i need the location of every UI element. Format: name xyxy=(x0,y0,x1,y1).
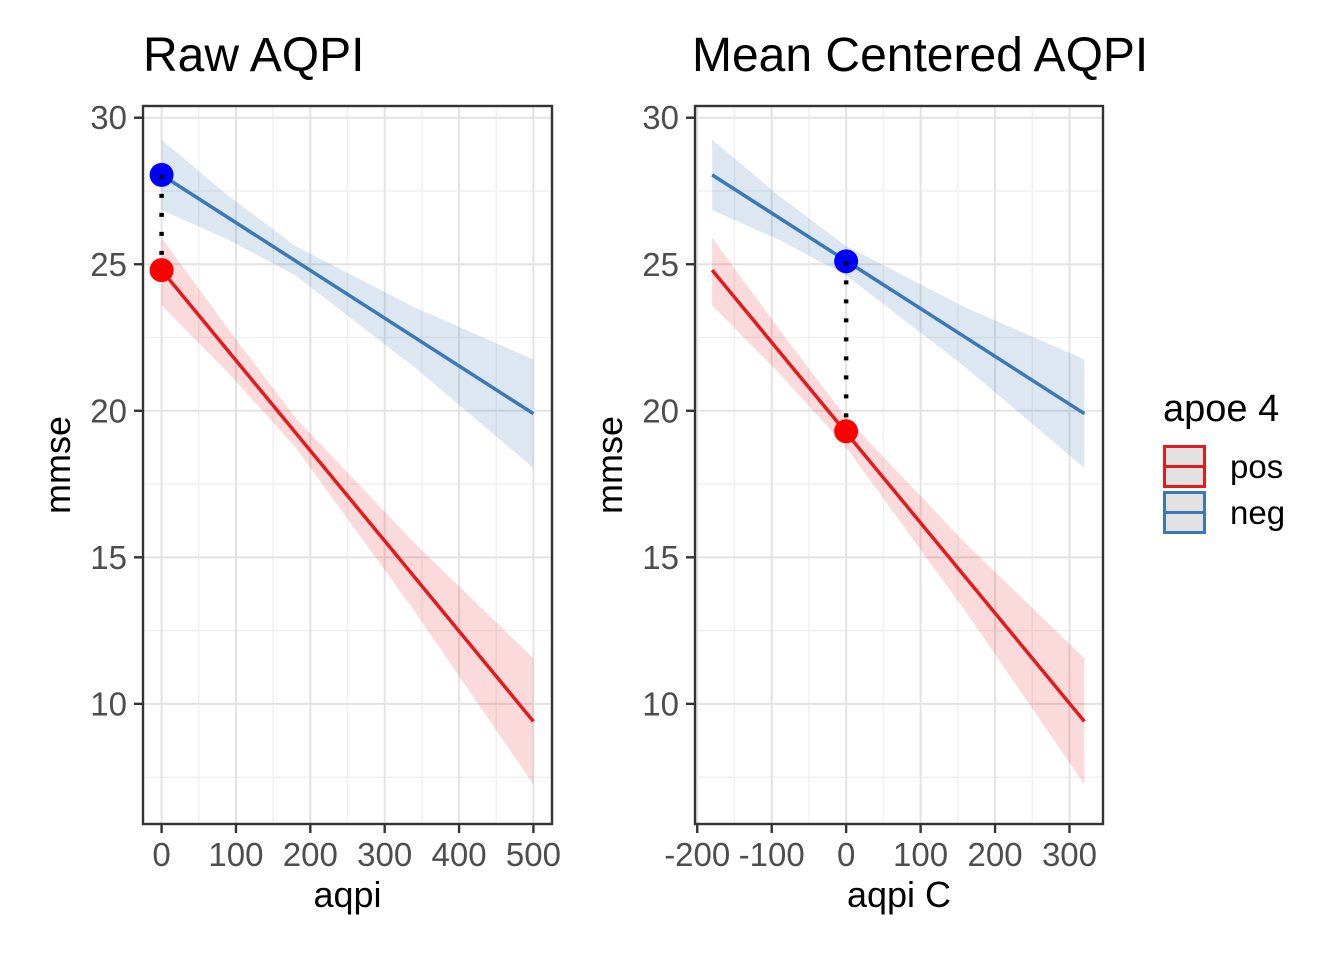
legend-title: apoe 4 xyxy=(1163,388,1280,430)
y-tick-label: 10 xyxy=(642,685,679,722)
gridlines-minor xyxy=(143,106,552,824)
x-tick-label: 100 xyxy=(893,836,948,873)
gridlines-major xyxy=(695,106,1103,824)
regression-line-neg xyxy=(160,173,535,416)
x-axis-title-right: aqpi C xyxy=(846,874,952,915)
legend-key-line xyxy=(1166,465,1203,468)
y-tick-label: 25 xyxy=(642,246,679,283)
x-tick-label: 400 xyxy=(432,836,487,873)
axis-ticks-and-labels: -200 -100 0 100 200 300 30 25 20 15 10 xyxy=(642,99,1097,873)
legend-label: pos xyxy=(1230,448,1284,485)
legend-key-line xyxy=(1166,511,1203,514)
x-axis-title-left: aqpi xyxy=(313,874,382,915)
x-tick-label: 300 xyxy=(357,836,412,873)
y-tick-label: 15 xyxy=(90,539,127,576)
axis-ticks-and-labels: 0 100 200 300 400 500 30 25 20 15 10 xyxy=(90,99,561,873)
y-tick-label: 20 xyxy=(90,392,127,429)
mean-point-pos xyxy=(834,419,859,444)
y-tick-label: 10 xyxy=(90,685,127,722)
legend-key-pos: pos xyxy=(1163,445,1285,488)
legend: apoe 4 pos neg xyxy=(1163,388,1285,537)
panel-border xyxy=(693,104,1105,826)
y-axis-title-left: mmse xyxy=(37,416,78,514)
legend-key-swatch xyxy=(1163,445,1206,488)
ci-ribbon-neg xyxy=(161,139,534,468)
regression-line-pos xyxy=(160,269,535,723)
legend-key-swatch xyxy=(1163,491,1206,534)
x-tick-label: -200 xyxy=(664,836,730,873)
x-tick-label: 0 xyxy=(837,836,855,873)
legend-keys: pos neg xyxy=(1163,445,1285,534)
y-tick-label: 15 xyxy=(642,539,679,576)
y-axis-title-right: mmse xyxy=(589,416,630,514)
plot-title-mean-centered-aqpi: Mean Centered AQPI xyxy=(692,29,1149,82)
y-tick-label: 30 xyxy=(90,99,127,136)
regression-line-pos xyxy=(710,269,1086,723)
x-tick-label: -100 xyxy=(739,836,805,873)
y-tick-label: 20 xyxy=(642,392,679,429)
ci-ribbon-pos xyxy=(161,237,534,785)
x-tick-label: 300 xyxy=(1042,836,1097,873)
ci-ribbon-pos xyxy=(712,237,1085,785)
regression-line-neg xyxy=(711,173,1086,416)
panel-border xyxy=(141,104,554,826)
x-tick-label: 500 xyxy=(506,836,561,873)
x-tick-label: 0 xyxy=(152,836,170,873)
plot-panel-0: 0 100 200 300 400 500 30 25 20 15 10 xyxy=(90,99,561,873)
legend-key-neg: neg xyxy=(1163,491,1285,534)
legend-label: neg xyxy=(1230,494,1286,531)
x-tick-label: 200 xyxy=(968,836,1023,873)
ci-ribbon-neg xyxy=(712,139,1085,468)
y-tick-label: 25 xyxy=(90,246,127,283)
plot-title-raw-aqpi: Raw AQPI xyxy=(143,29,365,82)
gridlines-major xyxy=(143,106,552,824)
x-tick-label: 200 xyxy=(283,836,338,873)
plot-panel-1: -200 -100 0 100 200 300 30 25 20 15 10 xyxy=(642,99,1105,873)
y-tick-label: 30 xyxy=(642,99,679,136)
x-tick-label: 100 xyxy=(208,836,263,873)
